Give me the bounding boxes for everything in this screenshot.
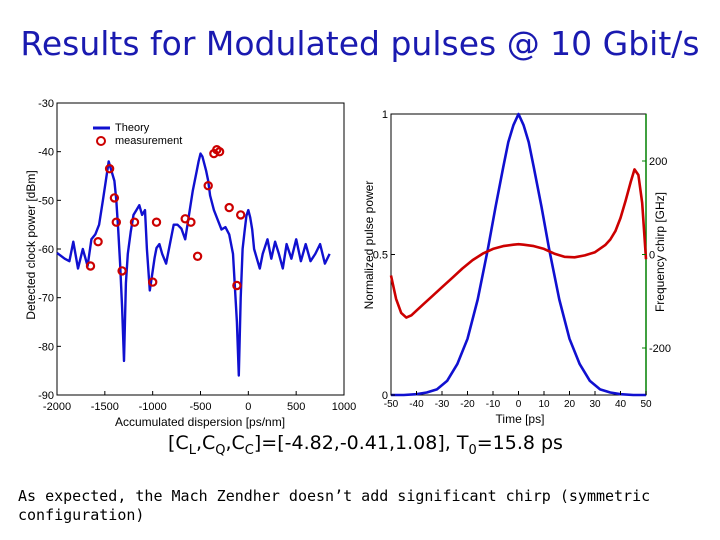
clock-power-chart: -2000 -1500 -1000 -500 0 500 1000 -90 -80 -70 -60 -… [24, 98, 356, 429]
chart2-y2-tick-label: 200 [649, 156, 667, 168]
chart2-x-tick-label: 50 [640, 399, 652, 410]
measurement-marker [192, 251, 203, 261]
chart1-y-tick-label: -50 [38, 195, 54, 207]
measurement-marker [186, 217, 196, 227]
chart1-x-tick-label: -1000 [139, 401, 167, 413]
params-part: =15.8 ps [476, 432, 563, 454]
measurement-marker [232, 280, 242, 291]
chart2-y-tick-label: 0.5 [373, 250, 388, 262]
slide-title: Results for Modulated pulses @ 10 Gbit/s [20, 24, 700, 63]
chart1-x-tick-label: -1500 [91, 401, 119, 413]
legend-measurement-swatch [96, 136, 106, 146]
chart1-y-tick-label: -70 [38, 293, 54, 305]
theory-line [56, 152, 331, 377]
chart2-y-tick-label: 0 [382, 390, 388, 402]
chart2-x-tick-label: 30 [589, 399, 601, 410]
params-part: ]=[-4.82,-0.41,1.08], T [253, 432, 469, 454]
chart1-y-tick-label: -40 [38, 147, 54, 159]
params-part: ,C [195, 432, 216, 454]
chart1-y-tick-label: -90 [38, 390, 54, 402]
measurement-marker [214, 146, 225, 157]
params-sub: C [244, 442, 254, 458]
chirp-line [389, 168, 648, 319]
chart2-x-tick-label: 10 [538, 399, 550, 410]
chart2-x-tick-label: 0 [516, 399, 522, 410]
measurement-marker [111, 217, 122, 227]
chart2-x-tick-label: 40 [615, 399, 627, 410]
chart2-y2-tick-label: 0 [649, 250, 655, 262]
chart2-ticks: -50 -40 -30 -20 -10 0 10 20 30 40 50 0 0.5 1 -200 0 200 [373, 109, 671, 410]
chart2-x-tick-label: -50 [384, 399, 399, 410]
chart1-y-axis-label: Detected clock power [dBm] [24, 170, 38, 319]
pulse-power-line [391, 112, 646, 397]
chart1-x-tick-label: 1000 [332, 401, 356, 413]
chart2-lines [389, 112, 648, 397]
chart1-x-tick-label: -500 [189, 401, 211, 413]
measurement-marker [117, 266, 127, 276]
chart1-x-axis-label: Accumulated dispersion [ps/nm] [115, 415, 285, 429]
legend-box [88, 119, 186, 150]
chart1-x-tick-label: 500 [287, 401, 305, 413]
chart2-frame [390, 113, 647, 396]
chart2-y-tick-label: 1 [382, 109, 388, 121]
chart1-legend: Theory measurement [88, 119, 186, 150]
chart1-x-tick-label: -2000 [43, 401, 71, 413]
measurement-marker [203, 180, 213, 191]
chart1-y-tick-label: -80 [38, 341, 54, 353]
chart2-y2-tick-label: -200 [649, 343, 671, 355]
chart1-ticks: -2000 -1500 -1000 -500 0 500 1000 -90 -80 -70 -60 -… [38, 98, 356, 413]
chart1-x-tick-label: 0 [245, 401, 251, 413]
chart1-markers [85, 144, 246, 291]
chart2-x-tick-label: -30 [435, 399, 450, 410]
chart2-x-tick-label: -10 [486, 399, 501, 410]
measurement-marker [151, 217, 162, 227]
params-sub: L [188, 442, 196, 458]
measurement-marker [129, 217, 140, 227]
legend-theory-label: Theory [115, 122, 150, 134]
fit-parameters: [CL,CQ,CC]=[-4.82,-0.41,1.08], T0=15.8 p… [168, 432, 563, 458]
chart2-x-tick-label: -20 [460, 399, 475, 410]
chart2-y-axis-label: Normalized pulse power [362, 181, 376, 310]
params-part: [C [168, 432, 189, 454]
pulse-chirp-chart: -50 -40 -30 -20 -10 0 10 20 30 40 5000.51-2000200 … [362, 109, 671, 426]
measurement-marker [85, 261, 96, 271]
measurement-marker [104, 163, 115, 174]
chart2-y2-axis-label: Frequency chirp [GHz] [653, 192, 667, 312]
chart2-x-tick-label: -40 [409, 399, 424, 410]
params-sub: Q [215, 442, 226, 458]
slide-caption: As expected, the Mach Zendher doesn’t ad… [18, 487, 651, 524]
chart2-x-axis-label: Time [ps] [496, 412, 545, 426]
chart1-lines [56, 152, 331, 377]
legend-measurement-label: measurement [115, 135, 182, 147]
chart1-y-tick-label: -30 [38, 98, 54, 110]
params-part: ,C [225, 432, 245, 454]
params-sub: 0 [468, 442, 477, 458]
measurement-marker [224, 202, 234, 213]
chart2-x-tick-label: 20 [564, 399, 576, 410]
measurement-marker [235, 210, 246, 220]
measurement-marker [93, 236, 103, 247]
measurement-marker [109, 193, 120, 203]
measurement-marker [147, 277, 158, 287]
chart1-y-tick-label: -60 [38, 244, 54, 256]
